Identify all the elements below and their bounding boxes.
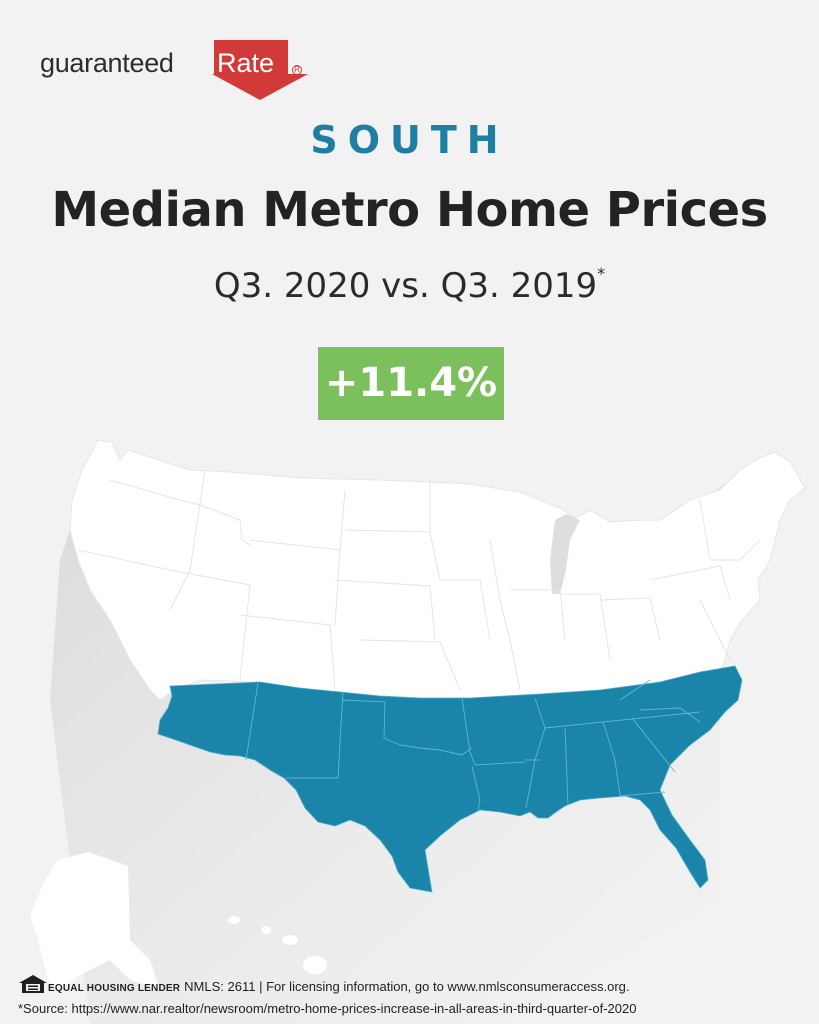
- footer-licensing-line: EQUAL HOUSING LENDER NMLS: 2611 | For lic…: [18, 974, 636, 999]
- logo-text-rate: Rate: [217, 48, 275, 78]
- logo-text-guaranteed: guaranteed: [40, 48, 174, 78]
- great-lakes-shape: [550, 514, 580, 594]
- usa-map: [30, 439, 806, 1024]
- logo-arrow-icon: [212, 74, 308, 100]
- footer: EQUAL HOUSING LENDER NMLS: 2611 | For lic…: [18, 974, 636, 1019]
- equal-housing-label: EQUAL HOUSING LENDER: [48, 983, 181, 994]
- equal-housing-icon: [19, 975, 47, 993]
- subtitle-text: Q3. 2020 vs. Q3. 2019: [213, 266, 598, 306]
- guaranteed-rate-logo: guaranteed Rate R: [40, 36, 308, 100]
- price-change-badge: +11.4%: [318, 347, 504, 420]
- hawaii-shape: [228, 916, 327, 974]
- south-state-borders: [245, 679, 701, 811]
- page-subtitle: Q3. 2020 vs. Q3. 2019*: [0, 264, 819, 306]
- state-borders: [77, 469, 761, 691]
- logo-rate-box: [214, 40, 288, 74]
- page-title: Median Metro Home Prices: [51, 182, 768, 238]
- region-label: SOUTH: [310, 118, 509, 162]
- alaska-shape: [30, 852, 160, 990]
- source-citation: *Source: https://www.nar.realtor/newsroo…: [18, 1001, 637, 1016]
- footnote-mark: *: [597, 264, 606, 283]
- nmls-text: NMLS: 2611 | For licensing information, …: [184, 979, 630, 994]
- registered-mark-icon: R: [292, 65, 302, 75]
